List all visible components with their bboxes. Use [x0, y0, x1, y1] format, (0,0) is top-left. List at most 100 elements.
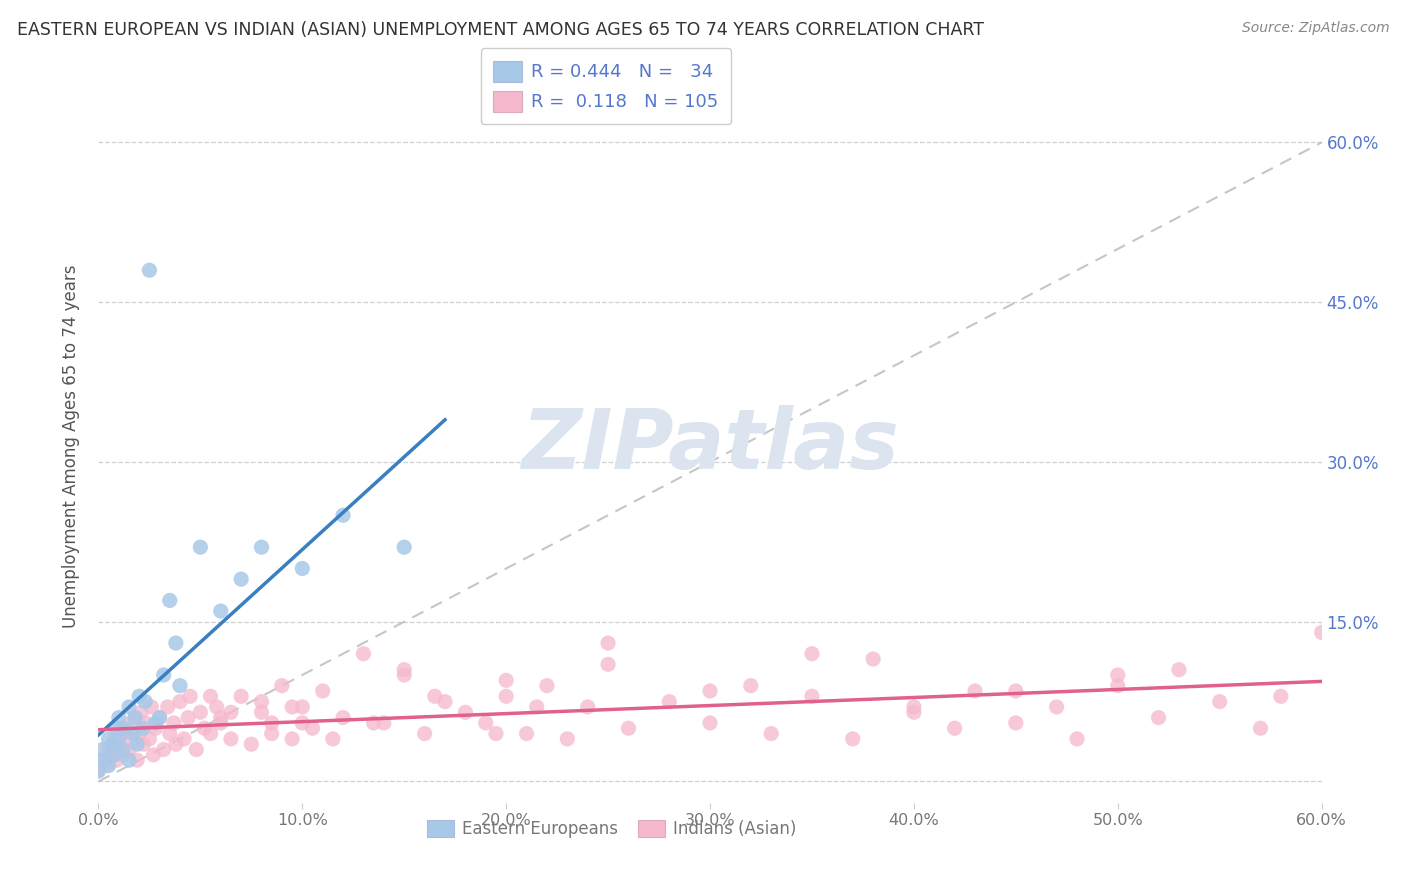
Point	[516, 726, 538, 740]
Point	[128, 726, 150, 740]
Point	[555, 731, 579, 746]
Point	[260, 715, 283, 730]
Point	[145, 715, 167, 730]
Point	[159, 726, 181, 740]
Point	[495, 690, 517, 704]
Point	[127, 737, 149, 751]
Point	[141, 700, 163, 714]
Point	[392, 668, 416, 682]
Point	[1107, 679, 1129, 693]
Point	[862, 652, 884, 666]
Point	[250, 706, 273, 720]
Point	[91, 742, 114, 756]
Point	[104, 731, 127, 746]
Y-axis label: Unemployment Among Ages 65 to 74 years: Unemployment Among Ages 65 to 74 years	[62, 264, 80, 628]
Point	[270, 679, 294, 693]
Point	[219, 706, 242, 720]
Point	[392, 540, 416, 554]
Point	[240, 737, 263, 751]
Point	[122, 731, 145, 746]
Point	[124, 710, 146, 724]
Point	[392, 663, 416, 677]
Point	[108, 737, 131, 751]
Point	[118, 753, 141, 767]
Point	[205, 700, 228, 714]
Point	[97, 731, 120, 746]
Point	[363, 715, 385, 730]
Point	[156, 700, 179, 714]
Text: ZIPatlas: ZIPatlas	[522, 406, 898, 486]
Point	[291, 700, 314, 714]
Point	[97, 742, 120, 756]
Point	[740, 679, 762, 693]
Point	[332, 508, 354, 523]
Point	[138, 263, 160, 277]
Point	[526, 700, 548, 714]
Point	[132, 737, 155, 751]
Point	[200, 690, 222, 704]
Point	[124, 710, 146, 724]
Point	[281, 700, 304, 714]
Point	[118, 700, 141, 714]
Point	[111, 747, 134, 762]
Text: Source: ZipAtlas.com: Source: ZipAtlas.com	[1241, 21, 1389, 35]
Point	[1045, 700, 1069, 714]
Point	[260, 726, 283, 740]
Point	[1167, 663, 1189, 677]
Point	[120, 715, 142, 730]
Point	[209, 710, 232, 724]
Point	[101, 737, 124, 751]
Point	[841, 731, 863, 746]
Point	[1066, 731, 1088, 746]
Point	[97, 758, 120, 772]
Point	[152, 668, 174, 682]
Point	[145, 721, 167, 735]
Point	[169, 695, 191, 709]
Point	[149, 710, 172, 724]
Point	[699, 715, 721, 730]
Point	[658, 695, 681, 709]
Point	[87, 764, 110, 778]
Point	[87, 764, 110, 778]
Point	[105, 753, 128, 767]
Point	[100, 747, 122, 762]
Point	[129, 706, 152, 720]
Point	[250, 540, 273, 554]
Point	[165, 737, 187, 751]
Point	[301, 721, 323, 735]
Legend: Eastern Europeans, Indians (Asian): Eastern Europeans, Indians (Asian)	[420, 813, 803, 845]
Point	[134, 715, 156, 730]
Point	[291, 715, 314, 730]
Point	[159, 593, 181, 607]
Point	[122, 726, 145, 740]
Point	[1310, 625, 1333, 640]
Point	[200, 726, 222, 740]
Point	[152, 742, 174, 756]
Point	[761, 726, 783, 740]
Point	[173, 731, 195, 746]
Point	[576, 700, 599, 714]
Point	[617, 721, 640, 735]
Point	[322, 731, 344, 746]
Point	[231, 690, 253, 704]
Point	[312, 684, 335, 698]
Point	[177, 710, 200, 724]
Point	[536, 679, 558, 693]
Point	[209, 604, 232, 618]
Point	[179, 690, 201, 704]
Point	[474, 715, 498, 730]
Point	[165, 636, 187, 650]
Point	[127, 753, 149, 767]
Point	[231, 572, 253, 586]
Point	[105, 721, 128, 735]
Point	[434, 695, 457, 709]
Point	[495, 673, 517, 688]
Point	[699, 684, 721, 698]
Point	[1107, 668, 1129, 682]
Point	[149, 710, 172, 724]
Point	[114, 721, 136, 735]
Point	[163, 715, 186, 730]
Point	[332, 710, 354, 724]
Point	[965, 684, 987, 698]
Point	[801, 690, 824, 704]
